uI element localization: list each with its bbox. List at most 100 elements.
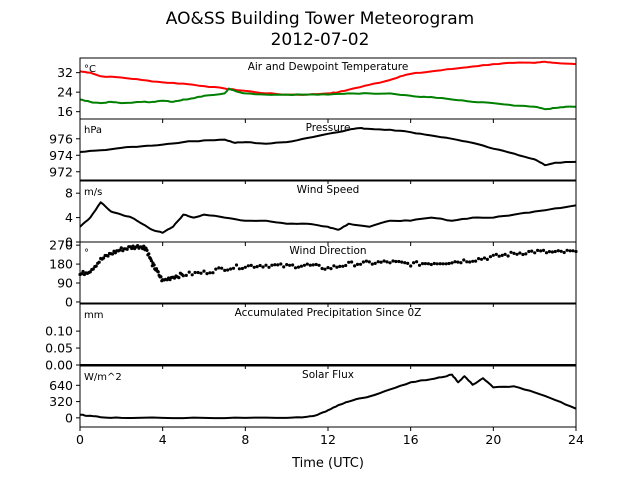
wind-direction-point [515,252,519,256]
wind-direction-point [426,262,430,266]
wind-direction-point [556,249,560,253]
y-tick-label: 320 [49,394,73,409]
wind-direction-point [518,251,522,255]
wind-direction-point [385,260,389,264]
panel-accumulated-precipitation-since-0z: 0.00 0.05 0.10 Accumulated Precipitation Si… [45,303,577,373]
wind-direction-point [370,262,374,266]
wind-direction-point [388,261,392,265]
wind-direction-point [565,248,569,252]
wind-direction-point [156,270,160,274]
wind-direction-point [497,254,501,258]
wind-direction-point [444,262,448,266]
wind-direction-point [482,256,487,260]
y-tick-label: 180 [49,257,73,272]
wind-direction-point [288,263,292,267]
x-axis-label: Time (UTC) [291,456,364,471]
wind-direction-point [465,260,469,264]
wind-direction-point [450,261,454,265]
wind-direction-point [397,259,401,264]
wind-direction-point [79,272,84,276]
wind-direction-point [223,268,227,272]
series-line-air-and-dewpoint-temperature-1 [79,87,576,111]
wind-direction-point [355,262,360,266]
wind-direction-point [252,265,256,269]
wind-direction-point [527,249,531,254]
wind-direction-point [208,271,212,275]
unit-label: W/m^2 [84,372,122,383]
wind-direction-point [147,252,151,256]
wind-direction-point [184,273,188,277]
wind-direction-point [488,255,492,259]
unit-label: mm [84,310,103,321]
wind-direction-point [220,266,224,270]
wind-direction-point [159,275,163,279]
series-line-wind-speed [79,201,577,234]
wind-direction-point [97,260,101,264]
wind-direction-point [379,260,383,264]
wind-direction-point [400,260,404,264]
wind-direction-point [423,262,427,266]
wind-direction-point [293,266,298,270]
wind-direction-point [282,265,286,269]
y-tick-label: 4 [65,210,73,225]
unit-label: m/s [84,187,102,198]
wind-direction-point [323,267,327,271]
wind-direction-point [539,249,543,253]
figure-title-line2: 2012-07-02 [271,30,370,50]
wind-direction-point [485,257,489,261]
wind-direction-point [536,248,540,252]
y-tick-label: 8 [65,186,73,201]
wind-direction-point [246,264,250,268]
wind-direction-point [130,246,134,251]
y-tick-label: 974 [49,148,73,163]
wind-direction-point [154,267,159,271]
y-tick-label: 270 [49,238,73,253]
wind-direction-point [432,261,436,266]
wind-direction-point [261,265,265,269]
wind-direction-point [196,270,200,275]
wind-direction-point [202,269,206,273]
wind-direction-point [562,250,566,255]
wind-direction-point [267,265,271,269]
wind-direction-point [299,264,303,268]
wind-direction-point [234,263,239,267]
panel-title: Air and Dewpoint Temperature [248,61,409,73]
wind-direction-point [376,260,380,264]
wind-direction-point [429,262,433,267]
wind-direction-point [524,252,528,256]
wind-direction-point [506,254,510,258]
wind-direction-point [474,259,478,263]
y-tick-label: 24 [57,85,73,100]
wind-direction-point [571,249,575,253]
series-line-pressure [79,127,577,167]
wind-direction-point [471,259,475,263]
wind-direction-point [417,263,422,267]
wind-direction-point [276,263,280,267]
wind-direction-point [136,244,140,248]
wind-direction-point [91,267,95,271]
panel-wind-speed: 0 4 8 Wind Speed m/s [65,180,577,250]
wind-direction-point [88,270,92,274]
wind-direction-point [119,246,123,250]
wind-direction-point [152,263,156,267]
wind-direction-point [530,249,534,253]
wind-direction-point [243,265,247,269]
wind-direction-point [550,250,555,254]
wind-direction-point [264,263,268,267]
wind-direction-point [406,261,410,265]
wind-direction-point [553,249,557,254]
wind-direction-point [205,272,209,276]
wind-direction-point [391,259,395,263]
y-tick-label: 0.05 [45,341,73,356]
wind-direction-point [500,253,504,257]
y-tick-label: 0 [65,294,73,309]
x-axis: 0 4 8 12 16 20 24 [76,432,584,447]
wind-direction-point [255,265,259,269]
wind-direction-point [226,268,230,272]
wind-direction-point [491,253,495,257]
wind-direction-point [214,267,218,271]
panel-title: Solar Flux [302,369,354,381]
wind-direction-point [547,250,552,254]
series-line-air-and-dewpoint-temperature-0 [79,60,577,96]
wind-direction-point [270,263,274,267]
